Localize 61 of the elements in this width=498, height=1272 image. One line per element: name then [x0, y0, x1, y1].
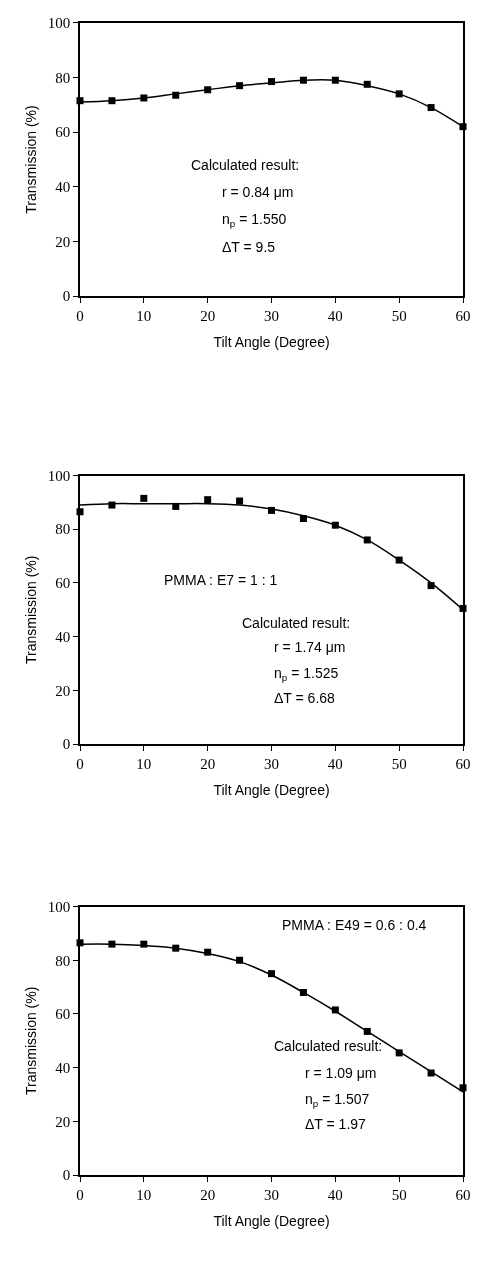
x-axis-title: Tilt Angle (Degree) [213, 781, 330, 798]
y-tick-label: 40 [55, 628, 71, 645]
y-tick-label: 60 [55, 575, 71, 592]
annotation: n$_{p}$ = 1.507 [305, 1091, 370, 1109]
y-tick-label: 80 [55, 952, 71, 969]
y-axis-title: Transmission (%) [22, 986, 39, 1095]
point [140, 494, 148, 502]
annotation: n$_{p}$ = 1.550 [222, 211, 287, 229]
y-tick-label: 100 [47, 15, 71, 32]
y-tick-label: 20 [55, 1113, 71, 1130]
x-tick-label: 30 [264, 755, 279, 772]
x-tick-label: 20 [200, 307, 216, 324]
y-tick-label: 0 [62, 288, 71, 305]
annotation: r = 1.74 μm [274, 639, 346, 655]
annotation: ΔT = 9.5 [222, 239, 276, 255]
x-tick-label: 40 [327, 307, 343, 324]
y-tick-label: 60 [55, 1006, 71, 1023]
annotation: r = 0.84 μm [222, 184, 294, 200]
y-axis-title: Transmission (%) [22, 555, 39, 664]
x-tick-label: 0 [76, 1186, 84, 1203]
x-tick-label: 0 [76, 307, 84, 324]
annotation: ΔT = 1.97 [305, 1116, 367, 1132]
x-axis-title: Tilt Angle (Degree) [213, 333, 330, 350]
x-tick-label: 50 [391, 1186, 407, 1203]
x-tick-label: 20 [200, 755, 216, 772]
point [204, 496, 212, 504]
annotation: Calculated result: [274, 1038, 383, 1054]
x-tick-label: 30 [264, 1186, 279, 1203]
y-tick-label: 80 [55, 69, 71, 86]
x-tick-label: 40 [327, 755, 343, 772]
y-tick-label: 0 [62, 736, 71, 753]
y-tick-label: 40 [55, 1059, 71, 1076]
y-tick-label: 60 [55, 124, 71, 141]
x-tick-label: 60 [455, 755, 471, 772]
x-tick-label: 50 [391, 307, 407, 324]
y-tick-label: 100 [47, 898, 71, 915]
annotation: r = 1.09 μm [305, 1065, 377, 1081]
y-axis-title: Transmission (%) [22, 105, 39, 214]
x-tick-label: 40 [327, 1186, 343, 1203]
x-tick-label: 60 [455, 1186, 471, 1203]
annotation: Calculated result: [191, 157, 300, 173]
y-tick-label: 40 [55, 179, 71, 196]
y-tick-label: 20 [55, 682, 71, 699]
x-tick-label: 50 [391, 755, 407, 772]
x-tick-label: 10 [136, 307, 152, 324]
x-tick-label: 10 [136, 755, 152, 772]
y-tick-label: 100 [47, 467, 71, 484]
annotation: PMMA : E7 = 1 : 1 [164, 572, 278, 588]
x-tick-label: 20 [200, 1186, 216, 1203]
annotation: n$_{p}$ = 1.525 [274, 665, 339, 683]
x-axis-title: Tilt Angle (Degree) [213, 1212, 330, 1229]
annotation: Calculated result: [242, 615, 351, 631]
y-tick-label: 0 [62, 1167, 71, 1184]
x-tick-label: 10 [136, 1186, 152, 1203]
y-tick-label: 20 [55, 233, 71, 250]
x-tick-label: 30 [264, 307, 279, 324]
y-tick-label: 80 [55, 521, 71, 538]
x-tick-label: 60 [455, 307, 471, 324]
annotation: ΔT = 6.68 [274, 690, 336, 706]
annotation: PMMA : E49 = 0.6 : 0.4 [282, 917, 427, 933]
x-tick-label: 0 [76, 755, 84, 772]
